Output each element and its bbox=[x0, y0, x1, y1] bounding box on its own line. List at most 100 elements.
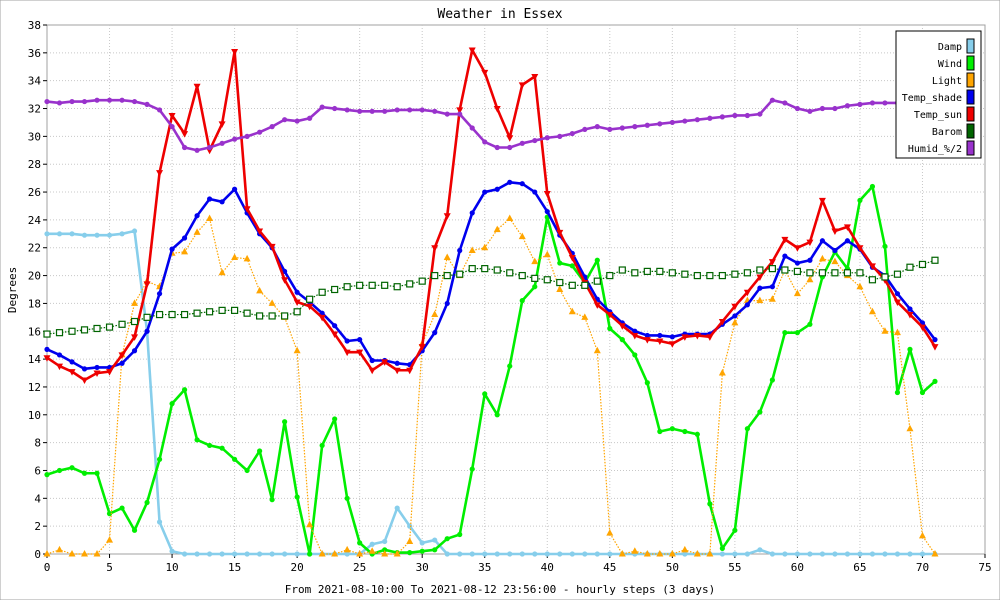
data-point-temp-shade bbox=[144, 328, 150, 334]
data-point-light bbox=[518, 232, 526, 240]
data-point-temp-sun bbox=[356, 349, 364, 357]
data-point-temp-sun bbox=[393, 367, 401, 375]
data-point-temp-sun bbox=[668, 341, 676, 348]
data-point-temp-sun bbox=[156, 170, 164, 177]
series-temp-sun bbox=[43, 47, 939, 384]
data-point-humid-2 bbox=[657, 121, 663, 127]
data-point-barom bbox=[456, 270, 464, 278]
data-point-humid-2 bbox=[219, 140, 225, 146]
data-point-wind bbox=[769, 377, 775, 383]
data-point-humid-2 bbox=[307, 115, 313, 121]
data-point-light bbox=[856, 282, 864, 290]
data-point-light bbox=[93, 550, 101, 557]
data-point-temp-sun bbox=[843, 224, 851, 231]
data-point-barom bbox=[105, 323, 114, 331]
data-point-damp bbox=[432, 537, 438, 543]
data-point-barom bbox=[368, 281, 376, 289]
data-point-damp bbox=[269, 551, 275, 557]
data-point-barom bbox=[43, 330, 51, 338]
data-point-humid-2 bbox=[357, 108, 363, 114]
data-point-temp-shade bbox=[669, 334, 675, 340]
data-point-wind bbox=[557, 260, 563, 266]
data-point-temp-shade bbox=[44, 346, 50, 352]
data-point-temp-sun bbox=[831, 228, 839, 236]
data-point-barom bbox=[818, 269, 827, 277]
data-point-temp-sun bbox=[456, 107, 464, 114]
data-point-damp bbox=[582, 551, 588, 557]
data-point-light bbox=[543, 250, 551, 258]
data-point-light bbox=[243, 254, 251, 262]
data-point-light bbox=[631, 547, 639, 554]
data-point-temp-shade bbox=[219, 199, 225, 205]
data-point-barom bbox=[856, 269, 864, 277]
data-point-humid-2 bbox=[294, 118, 300, 124]
data-point-temp-sun bbox=[431, 245, 439, 252]
data-point-wind bbox=[169, 401, 175, 407]
data-point-wind bbox=[882, 243, 888, 249]
data-point-light bbox=[406, 537, 414, 544]
data-point-wind bbox=[44, 472, 50, 478]
data-point-temp-shade bbox=[644, 332, 650, 339]
legend-label-wind: Wind bbox=[938, 59, 962, 70]
data-point-barom bbox=[868, 276, 877, 284]
x-tick-label: 30 bbox=[416, 561, 429, 574]
data-point-barom bbox=[318, 288, 326, 296]
data-point-wind bbox=[357, 540, 363, 546]
data-point-temp-sun bbox=[568, 254, 576, 262]
data-point-light bbox=[468, 246, 476, 254]
data-point-light bbox=[106, 536, 114, 543]
data-point-light bbox=[931, 550, 939, 557]
data-point-light bbox=[918, 531, 926, 539]
data-point-humid-2 bbox=[181, 144, 188, 151]
data-point-humid-2 bbox=[244, 133, 250, 139]
x-tick-label: 0 bbox=[44, 561, 51, 574]
data-point-barom bbox=[468, 265, 476, 273]
data-point-wind bbox=[744, 426, 750, 432]
y-tick-label: 36 bbox=[28, 47, 41, 60]
legend-label-humid-2: Humid_%/2 bbox=[908, 144, 962, 155]
data-point-temp-shade bbox=[169, 246, 175, 252]
data-point-light bbox=[606, 529, 614, 536]
data-point-wind bbox=[457, 531, 463, 538]
data-point-light bbox=[731, 318, 739, 326]
data-point-temp-sun bbox=[706, 334, 714, 341]
data-point-barom bbox=[168, 310, 176, 319]
data-point-barom bbox=[556, 278, 564, 287]
series-barom bbox=[43, 256, 939, 338]
data-point-wind bbox=[594, 257, 600, 263]
data-point-temp-shade bbox=[894, 291, 901, 297]
data-point-humid-2 bbox=[131, 98, 138, 105]
data-point-wind bbox=[382, 547, 388, 553]
data-point-wind bbox=[144, 499, 150, 506]
data-point-light bbox=[293, 346, 301, 354]
data-point-humid-2 bbox=[869, 100, 876, 106]
x-tick-label: 35 bbox=[478, 561, 491, 574]
data-point-humid-2 bbox=[744, 112, 750, 119]
data-point-light bbox=[806, 275, 814, 283]
data-point-temp-shade bbox=[907, 306, 913, 312]
data-point-temp-sun bbox=[331, 331, 339, 339]
data-point-light bbox=[43, 550, 51, 557]
y-tick-label: 28 bbox=[28, 158, 41, 171]
y-tick-label: 34 bbox=[28, 75, 42, 88]
legend-label-temp-sun: Temp_sun bbox=[914, 110, 962, 121]
data-point-wind bbox=[519, 298, 525, 304]
data-point-wind bbox=[56, 467, 63, 474]
data-point-light bbox=[893, 328, 901, 336]
data-point-humid-2 bbox=[544, 135, 550, 141]
data-point-humid-2 bbox=[394, 107, 400, 113]
data-point-temp-shade bbox=[632, 328, 638, 334]
data-point-damp bbox=[56, 231, 63, 237]
data-point-wind bbox=[444, 536, 450, 542]
data-point-temp-shade bbox=[194, 213, 200, 219]
x-tick-label: 45 bbox=[603, 561, 616, 574]
data-point-wind bbox=[619, 337, 625, 343]
data-point-humid-2 bbox=[194, 147, 200, 153]
data-point-temp-sun bbox=[756, 274, 764, 281]
data-point-temp-sun bbox=[506, 135, 514, 142]
series-line-temp-sun bbox=[46, 48, 937, 382]
data-point-light bbox=[706, 550, 714, 557]
series-damp bbox=[44, 228, 938, 557]
data-point-temp-sun bbox=[631, 332, 639, 340]
data-point-barom bbox=[656, 267, 664, 276]
